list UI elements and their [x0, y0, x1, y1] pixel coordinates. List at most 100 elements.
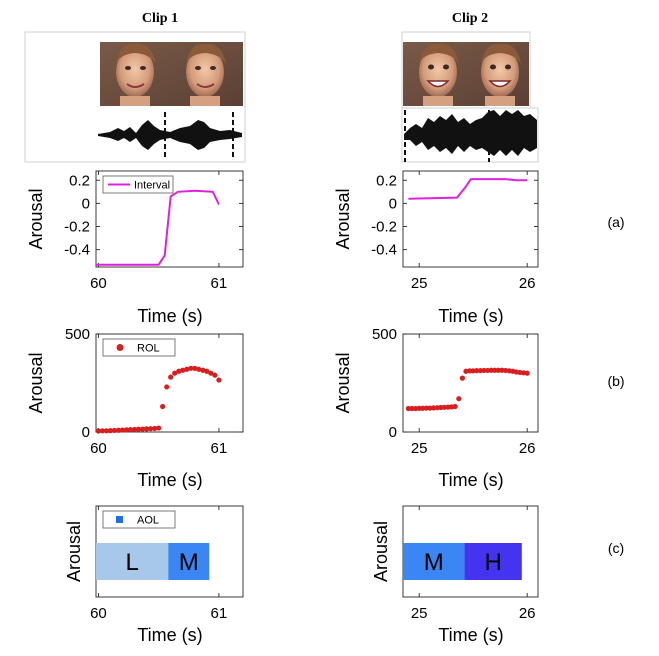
series-line-arousal — [408, 178, 528, 200]
data-point — [204, 368, 210, 374]
data-point — [524, 370, 530, 376]
data-point — [409, 405, 415, 412]
y-tick-label: 0 — [389, 195, 397, 212]
data-point — [405, 405, 411, 412]
chart-b-clip-1: 60 61 0 500 Time (s) Arousal ROL — [26, 326, 244, 490]
data-point — [168, 374, 174, 380]
segment-label: M — [179, 549, 199, 576]
segment-m — [403, 543, 465, 580]
y-axis-label: Arousal — [333, 188, 353, 249]
data-point — [492, 367, 498, 373]
legend-box — [102, 510, 176, 529]
data-point — [212, 372, 218, 378]
x-tick-label: 60 — [90, 605, 107, 622]
data-point — [180, 367, 186, 373]
y-tick-label: -0.2 — [371, 219, 397, 236]
x-axis-label: Time (s) — [137, 306, 202, 326]
data-point — [156, 425, 162, 431]
data-point — [127, 427, 134, 433]
data-point — [474, 368, 480, 374]
chart-a-clip-2: 25 26 0.2 0 -0.2 -0.4 Time (s) Arousal — [333, 170, 539, 326]
data-point — [184, 366, 190, 372]
chart-a-clip-1: 60 61 0.2 0 -0.2 -0.4 Time (s) Arousal Interval — [26, 170, 244, 326]
audio-waveform-clip-2 — [404, 110, 537, 162]
data-point — [135, 426, 142, 432]
data-point — [152, 425, 158, 432]
legend-box — [102, 175, 174, 194]
x-axis-label: Time (s) — [137, 470, 202, 490]
data-point — [119, 427, 126, 433]
data-point — [416, 405, 422, 411]
y-tick-label: 0.2 — [376, 172, 397, 189]
clip-1-video-frames — [24, 31, 246, 163]
y-tick-label: 0 — [389, 424, 397, 441]
x-tick-label: 61 — [211, 605, 228, 622]
x-tick-label: 26 — [519, 275, 536, 292]
data-point — [441, 404, 447, 410]
panel-label-b: (b) — [607, 373, 624, 389]
data-point — [111, 427, 118, 434]
data-point — [172, 370, 178, 376]
data-point — [423, 405, 430, 411]
data-point — [147, 426, 154, 432]
y-axis-label: Arousal — [333, 352, 353, 413]
y-tick-label: -0.2 — [64, 219, 90, 236]
y-tick-label: -0.4 — [371, 242, 397, 259]
legend-label: AOL — [137, 515, 159, 527]
panel-label-c: (c) — [608, 540, 624, 556]
panel-label-a: (a) — [607, 214, 624, 230]
data-point — [160, 403, 166, 410]
data-point — [459, 375, 465, 381]
data-point — [420, 405, 426, 411]
data-point — [140, 426, 146, 432]
segment-m — [168, 543, 210, 580]
x-tick-label: 61 — [211, 275, 228, 292]
face-frame-2 — [186, 43, 226, 106]
y-tick-label: 500 — [372, 326, 397, 343]
data-point — [131, 426, 138, 433]
data-point — [192, 365, 198, 371]
x-tick-label: 25 — [411, 440, 428, 457]
data-point — [164, 384, 170, 390]
segment-label: H — [485, 549, 502, 576]
y-tick-label: 0 — [82, 195, 90, 212]
data-point — [481, 367, 487, 374]
data-point — [144, 426, 150, 432]
clip-2-title: Clip 2 — [452, 11, 488, 26]
data-point — [208, 370, 214, 376]
y-tick-label: 0.2 — [69, 172, 90, 189]
x-axis-label: Time (s) — [438, 625, 503, 645]
data-point — [456, 396, 462, 402]
x-tick-label: 61 — [211, 440, 228, 457]
segment-h — [464, 543, 522, 580]
face-frame-1 — [116, 43, 156, 106]
legend-label: ROL — [137, 343, 160, 355]
data-point — [107, 428, 114, 434]
data-point — [123, 427, 130, 433]
x-tick-label: 26 — [519, 605, 536, 622]
legend-box — [102, 338, 176, 357]
series-line-interval — [96, 189, 220, 266]
x-tick-label: 60 — [90, 440, 107, 457]
data-point — [95, 428, 102, 434]
data-point — [196, 366, 202, 372]
x-tick-label: 25 — [411, 275, 428, 292]
x-axis-label: Time (s) — [438, 306, 503, 326]
data-point — [467, 368, 473, 374]
x-axis-label: Time (s) — [137, 625, 202, 645]
data-point — [216, 377, 222, 383]
y-axis-label: Arousal — [64, 521, 84, 582]
chart-c-clip-2: 25 26 Time (s) Arousal M H — [371, 505, 539, 645]
segment-label: L — [125, 549, 138, 576]
face-frame-3 — [419, 43, 459, 106]
y-tick-label: -0.4 — [64, 242, 90, 259]
data-point — [103, 428, 110, 434]
y-tick-label: 500 — [65, 326, 90, 343]
face-frame-4 — [481, 43, 521, 106]
data-point — [430, 405, 437, 411]
y-axis-label: Arousal — [26, 188, 46, 249]
data-point — [176, 368, 182, 374]
data-point — [99, 428, 105, 434]
x-tick-label: 26 — [519, 440, 536, 457]
